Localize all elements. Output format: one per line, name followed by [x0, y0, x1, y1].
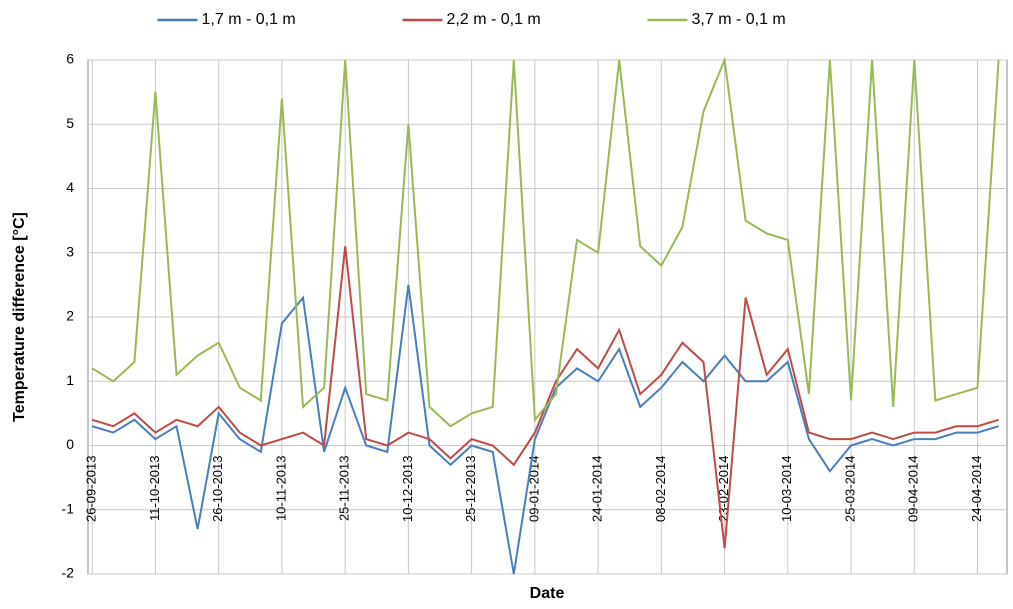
y-tick-label: 4	[66, 179, 74, 195]
x-tick-label: 10-03-2014	[779, 456, 794, 523]
x-tick-label: 09-01-2014	[526, 456, 541, 523]
x-tick-label: 24-01-2014	[590, 456, 605, 523]
y-tick-label: 6	[66, 51, 74, 67]
x-tick-label: 25-03-2014	[842, 456, 857, 523]
y-axis-label: Temperature difference [°C]	[11, 212, 28, 422]
x-tick-label: 25-11-2013	[337, 456, 352, 522]
y-tick-label: 2	[66, 308, 74, 324]
x-tick-label: 10-12-2013	[400, 456, 415, 523]
x-tick-label: 26-09-2013	[84, 456, 99, 523]
legend-label: 2,2 m - 0,1 m	[447, 11, 541, 28]
x-tick-label: 10-11-2013	[273, 456, 288, 522]
data-line	[91, 56, 1000, 428]
x-tick-label: 25-12-2013	[463, 456, 478, 523]
x-tick-label: 26-10-2013	[210, 456, 225, 523]
x-tick-label: 09-04-2014	[906, 456, 921, 523]
y-tick-label: 0	[66, 436, 74, 452]
legend-label: 1,7 m - 0,1 m	[202, 11, 296, 28]
y-tick-label: 3	[66, 243, 74, 259]
x-tick-label: 24-04-2014	[969, 456, 984, 523]
legend-label: 3,7 m - 0,1 m	[692, 11, 786, 28]
x-axis-label: Date	[530, 585, 565, 602]
x-tick-label: 08-02-2014	[653, 456, 668, 523]
y-tick-label: 1	[66, 372, 74, 388]
x-tick-label: 11-10-2013	[147, 456, 162, 522]
data-line	[91, 246, 999, 549]
y-tick-label: -1	[62, 500, 75, 516]
y-tick-label: -2	[62, 565, 75, 581]
data-line	[91, 284, 999, 575]
y-tick-label: 5	[66, 115, 74, 131]
